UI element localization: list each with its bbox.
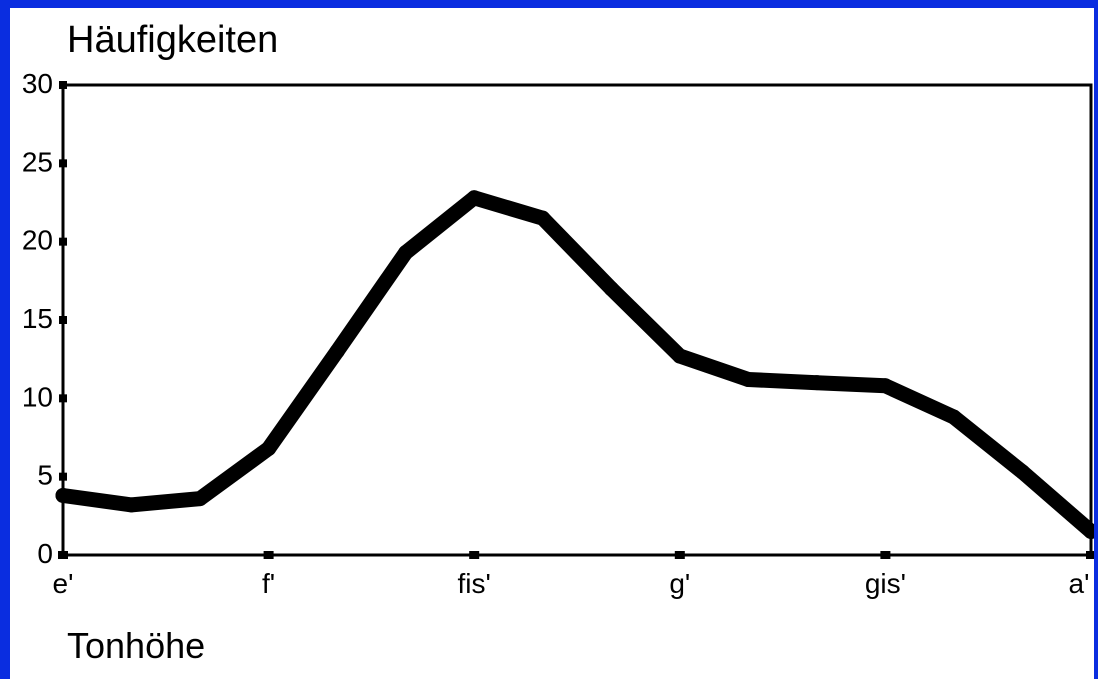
x-tick-mark: [58, 551, 68, 559]
series-line: [55, 190, 1094, 539]
x-tick-mark: [880, 551, 891, 559]
y-tick-label: 15: [22, 303, 53, 334]
y-axis-label: Häufigkeiten: [67, 19, 278, 61]
data-point: [809, 375, 825, 391]
data-point: [672, 348, 688, 364]
data-point: [535, 210, 551, 226]
data-point: [1083, 524, 1094, 539]
data-point: [192, 491, 208, 507]
y-tick-label: 0: [37, 538, 53, 569]
x-tick-mark: [1086, 551, 1094, 559]
y-tick-label: 10: [22, 381, 53, 412]
y-tick-mark: [59, 316, 67, 324]
x-tick-mark: [674, 551, 685, 559]
x-tick-label: fis': [458, 568, 491, 599]
y-tick-mark: [59, 159, 67, 168]
chart-panel: Häufigkeiten Tonhöhe 0 5 10 15 20 25 30 e' f' fis…: [10, 8, 1094, 679]
data-point: [877, 378, 893, 394]
y-tick-mark: [59, 472, 67, 481]
data-point: [261, 440, 277, 456]
y-tick-mark: [59, 81, 67, 89]
x-tick-mark: [263, 551, 274, 559]
x-tick-label: g': [669, 568, 690, 599]
data-point: [329, 343, 345, 359]
y-tick-label: 25: [22, 146, 53, 177]
x-axis-label: Tonhöhe: [67, 625, 205, 666]
data-point: [124, 497, 140, 513]
y-tick-label: 30: [22, 68, 53, 99]
data-point: [946, 409, 962, 425]
x-tick-label: f': [262, 568, 275, 599]
y-tick-mark: [59, 237, 67, 246]
line-chart: Häufigkeiten Tonhöhe 0 5 10 15 20 25 30 e' f' fis…: [22, 19, 1094, 666]
x-tick-label: a': [1069, 568, 1090, 599]
data-point: [603, 281, 619, 297]
x-tick-label: e': [53, 568, 74, 599]
data-point: [55, 487, 71, 503]
data-point: [1014, 464, 1030, 480]
data-point: [740, 372, 756, 388]
y-tick-label: 20: [22, 225, 53, 256]
x-tick-mark: [469, 551, 480, 559]
data-point: [398, 245, 414, 261]
y-tick-mark: [59, 394, 67, 403]
x-tick-label: gis': [865, 568, 906, 599]
y-tick-label: 5: [37, 460, 53, 491]
data-point: [466, 190, 482, 206]
